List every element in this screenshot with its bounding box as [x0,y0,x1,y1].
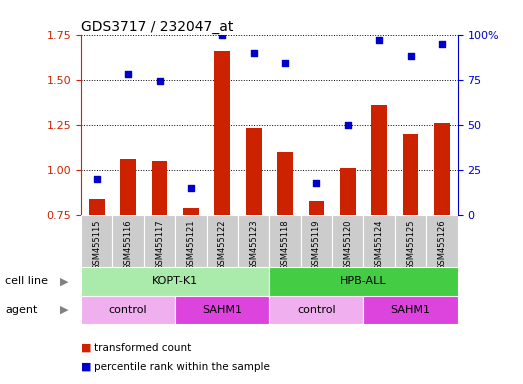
Bar [89,199,105,215]
Bar [434,123,450,215]
Text: GSM455117: GSM455117 [155,219,164,270]
Point [438,41,446,47]
Text: control: control [109,305,147,315]
Text: GSM455126: GSM455126 [437,219,447,270]
Bar [246,128,262,215]
Text: GSM455122: GSM455122 [218,219,227,270]
Bar [175,215,207,267]
Text: GSM455123: GSM455123 [249,219,258,270]
Bar [214,51,230,215]
Bar [363,296,458,324]
Text: GSM455120: GSM455120 [343,219,353,270]
Text: GSM455115: GSM455115 [92,219,101,270]
Bar [332,215,363,267]
Bar [426,215,458,267]
Bar [403,134,418,215]
Point [124,71,132,77]
Bar [371,105,387,215]
Bar [144,215,175,267]
Point [249,50,258,56]
Bar [269,296,363,324]
Text: GSM455124: GSM455124 [374,219,384,270]
Text: GSM455119: GSM455119 [312,219,321,270]
Point [187,185,195,191]
Bar [183,208,199,215]
Bar [340,168,356,215]
Point [312,179,321,185]
Bar [120,159,136,215]
Bar [112,215,144,267]
Text: control: control [297,305,336,315]
Point [406,53,415,59]
Text: percentile rank within the sample: percentile rank within the sample [94,362,270,372]
Bar [81,296,175,324]
Text: agent: agent [5,305,38,315]
Bar [175,296,269,324]
Text: ■: ■ [81,343,92,353]
Bar [301,215,332,267]
Bar [269,215,301,267]
Bar [207,215,238,267]
Point [218,31,226,38]
Text: HPB-ALL: HPB-ALL [340,276,387,286]
Bar [152,161,167,215]
Bar [81,267,269,296]
Text: SAHM1: SAHM1 [391,305,430,315]
Bar [238,215,269,267]
Point [375,37,383,43]
Text: ■: ■ [81,362,92,372]
Bar [395,215,426,267]
Bar [277,152,293,215]
Point [281,60,289,66]
Bar [269,267,458,296]
Point [155,78,164,84]
Point [93,176,101,182]
Point [344,122,352,128]
Text: SAHM1: SAHM1 [202,305,242,315]
Text: ▶: ▶ [60,276,69,286]
Text: GSM455121: GSM455121 [186,219,196,270]
Text: KOPT-K1: KOPT-K1 [152,276,198,286]
Text: cell line: cell line [5,276,48,286]
Bar [309,200,324,215]
Bar [81,215,112,267]
Text: transformed count: transformed count [94,343,191,353]
Text: ▶: ▶ [60,305,69,315]
Text: GSM455118: GSM455118 [280,219,290,270]
Text: GSM455125: GSM455125 [406,219,415,270]
Text: GDS3717 / 232047_at: GDS3717 / 232047_at [81,20,233,33]
Text: GSM455116: GSM455116 [123,219,133,270]
Bar [363,215,395,267]
